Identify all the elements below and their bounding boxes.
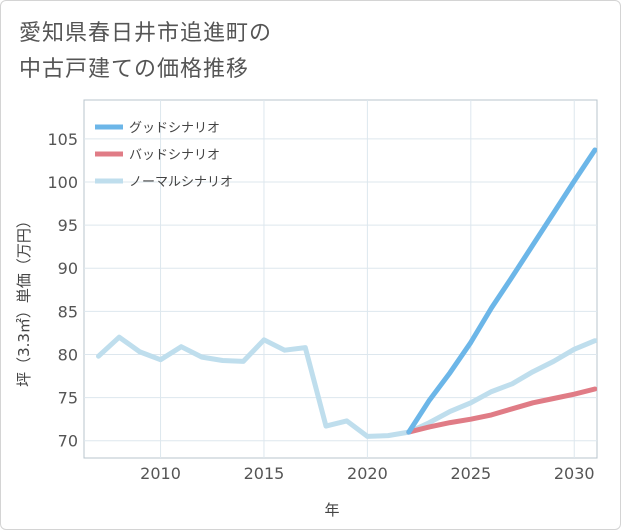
series-line-1 <box>406 386 597 435</box>
x-tick-label: 2020 <box>347 464 388 483</box>
y-axis-ticks: 70 75 80 85 90 95 100 105 <box>47 130 78 451</box>
y-tick-label: 85 <box>58 302 78 321</box>
x-tick-label: 2025 <box>450 464 491 483</box>
chart-title-line-2: 中古戸建ての価格推移 <box>19 57 250 82</box>
y-tick-label: 75 <box>58 389 78 408</box>
series-lines <box>96 147 597 439</box>
y-tick-label: 100 <box>47 173 78 192</box>
series-line-0 <box>406 147 597 435</box>
x-tick-label: 2015 <box>244 464 285 483</box>
y-axis-label: 坪（3.3㎡）単価（万円） <box>15 213 33 387</box>
y-tick-label: 70 <box>58 432 78 451</box>
legend-label-1: バッドシナリオ <box>129 148 220 163</box>
legend-label-2: ノーマルシナリオ <box>129 175 233 190</box>
series-line-2 <box>96 334 597 439</box>
x-tick-label: 2010 <box>140 464 181 483</box>
grid-lines <box>84 100 597 458</box>
legend-label-0: グッドシナリオ <box>129 121 220 136</box>
y-tick-label: 80 <box>58 345 78 364</box>
y-tick-label: 90 <box>58 259 78 278</box>
x-axis-label: 年 <box>324 501 339 519</box>
x-tick-label: 2030 <box>554 464 595 483</box>
y-tick-label: 95 <box>58 216 78 235</box>
y-tick-label: 105 <box>47 130 78 149</box>
x-axis-ticks: 2010 2015 2020 2025 2030 <box>140 464 594 483</box>
chart-title-line-1: 愛知県春日井市追進町の <box>19 21 273 46</box>
